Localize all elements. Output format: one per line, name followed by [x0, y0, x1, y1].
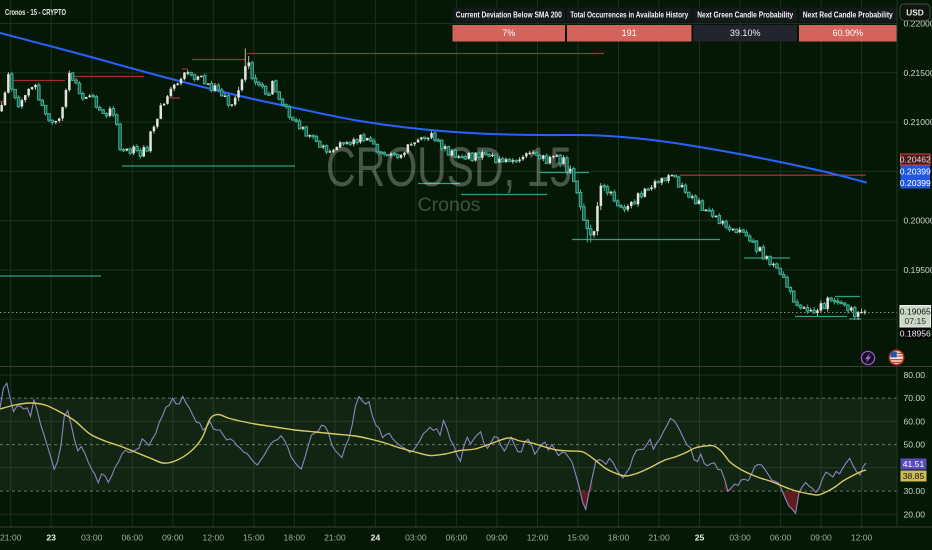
svg-text:23: 23 — [46, 533, 56, 543]
svg-text:0.21000: 0.21000 — [904, 117, 932, 127]
svg-text:24: 24 — [371, 533, 381, 543]
svg-text:41.51: 41.51 — [903, 459, 925, 469]
svg-text:20.00: 20.00 — [904, 509, 926, 519]
svg-text:0.20000: 0.20000 — [904, 216, 932, 226]
svg-text:03:00: 03:00 — [729, 533, 751, 543]
svg-text:09:00: 09:00 — [162, 533, 184, 543]
svg-text:0.19500: 0.19500 — [904, 265, 932, 275]
svg-text:12:00: 12:00 — [527, 533, 549, 543]
svg-text:15:00: 15:00 — [243, 533, 265, 543]
svg-text:0.20462: 0.20462 — [900, 154, 931, 164]
svg-text:Cronos · 15 - CRYPTO: Cronos · 15 - CRYPTO — [5, 7, 66, 17]
svg-text:06:00: 06:00 — [446, 533, 468, 543]
svg-text:18:00: 18:00 — [284, 533, 306, 543]
svg-text:21:00: 21:00 — [648, 533, 670, 543]
svg-text:191: 191 — [622, 28, 637, 38]
svg-text:38.85: 38.85 — [903, 471, 925, 481]
svg-text:0.19065: 0.19065 — [900, 306, 931, 316]
svg-text:15:00: 15:00 — [567, 533, 589, 543]
svg-text:50.00: 50.00 — [904, 440, 926, 450]
svg-text:18:00: 18:00 — [608, 533, 630, 543]
svg-text:03:00: 03:00 — [405, 533, 427, 543]
svg-text:03:00: 03:00 — [81, 533, 103, 543]
svg-text:0.21500: 0.21500 — [904, 68, 932, 78]
svg-text:0.22000: 0.22000 — [904, 19, 932, 29]
svg-text:25: 25 — [695, 533, 705, 543]
svg-text:0.20399: 0.20399 — [900, 166, 931, 176]
svg-text:0.20399: 0.20399 — [900, 178, 931, 188]
svg-text:21:00: 21:00 — [324, 533, 346, 543]
svg-text:12:00: 12:00 — [203, 533, 225, 543]
svg-text:Cronos: Cronos — [418, 194, 481, 216]
svg-text:CROUSD, 15: CROUSD, 15 — [326, 135, 572, 198]
svg-text:06:00: 06:00 — [770, 533, 792, 543]
svg-text:60.90%: 60.90% — [833, 28, 864, 38]
svg-text:21:00: 21:00 — [0, 533, 22, 543]
svg-text:09:00: 09:00 — [810, 533, 832, 543]
svg-text:60.00: 60.00 — [904, 416, 926, 426]
svg-text:09:00: 09:00 — [486, 533, 508, 543]
svg-text:0.18956: 0.18956 — [900, 328, 931, 338]
svg-text:Next Green Candle Probability: Next Green Candle Probability — [697, 10, 793, 20]
svg-text:39.10%: 39.10% — [730, 28, 761, 38]
svg-text:07:15: 07:15 — [905, 316, 927, 326]
svg-text:7%: 7% — [502, 28, 515, 38]
svg-text:70.00: 70.00 — [904, 393, 926, 403]
svg-text:Total Occurrences in Available: Total Occurrences in Available History — [570, 10, 688, 20]
svg-text:12:00: 12:00 — [851, 533, 873, 543]
svg-text:USD: USD — [906, 7, 924, 17]
svg-text:Next Red Candle Probability: Next Red Candle Probability — [803, 10, 893, 20]
svg-text:80.00: 80.00 — [904, 370, 926, 380]
svg-text:30.00: 30.00 — [904, 486, 926, 496]
svg-text:06:00: 06:00 — [122, 533, 144, 543]
svg-text:Current Deviation Below SMA 20: Current Deviation Below SMA 200 — [456, 10, 562, 20]
